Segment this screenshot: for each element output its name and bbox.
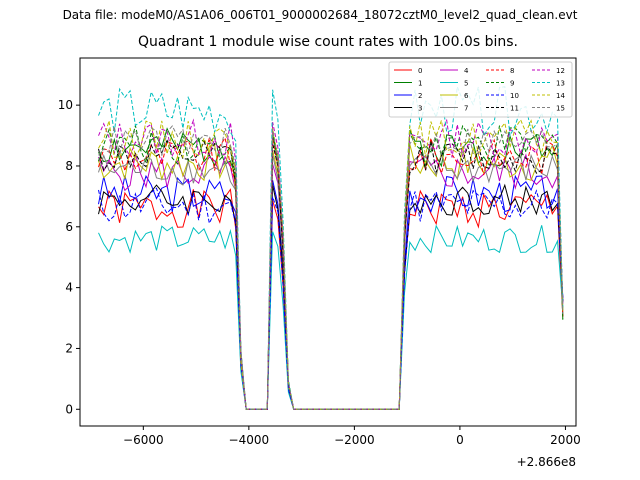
legend-label-13: 13 bbox=[556, 80, 565, 88]
legend-label-15: 15 bbox=[556, 105, 565, 113]
chart-title: Quadrant 1 module wise count rates with … bbox=[138, 34, 518, 50]
legend-label-8: 8 bbox=[510, 67, 514, 75]
x-offset-label: +2.866e8 bbox=[517, 455, 576, 469]
series-line-0 bbox=[98, 188, 564, 410]
legend-label-10: 10 bbox=[510, 92, 519, 100]
series-line-15 bbox=[98, 125, 564, 410]
x-axis: −6000 −4000 −2000 0 2000 bbox=[123, 426, 581, 447]
legend-label-6: 6 bbox=[464, 92, 469, 100]
legend-box bbox=[388, 61, 573, 118]
series-line-10 bbox=[98, 187, 564, 410]
y-tick-label: 0 bbox=[65, 402, 73, 416]
legend-label-3: 3 bbox=[418, 105, 422, 113]
series-line-3 bbox=[98, 183, 564, 410]
series-lines bbox=[98, 84, 564, 410]
legend-label-7: 7 bbox=[464, 105, 468, 113]
suptitle: Data file: modeM0/AS1A06_006T01_90000026… bbox=[62, 8, 578, 22]
legend-label-4: 4 bbox=[464, 67, 469, 75]
legend-label-9: 9 bbox=[510, 80, 514, 88]
legend-label-11: 11 bbox=[510, 105, 519, 113]
y-tick-label: 2 bbox=[65, 341, 73, 355]
legend-label-12: 12 bbox=[556, 67, 565, 75]
y-tick-label: 8 bbox=[65, 159, 73, 173]
axes-frame bbox=[79, 57, 577, 427]
x-tick-label: 0 bbox=[456, 433, 464, 447]
legend-label-0: 0 bbox=[418, 67, 422, 75]
legend-label-1: 1 bbox=[418, 80, 422, 88]
y-tick-label: 10 bbox=[58, 98, 73, 112]
y-tick-label: 6 bbox=[65, 220, 73, 234]
legend-label-2: 2 bbox=[418, 92, 422, 100]
series-line-12 bbox=[98, 118, 564, 410]
series-line-13 bbox=[98, 84, 564, 410]
series-line-2 bbox=[98, 174, 564, 410]
y-tick-label: 4 bbox=[65, 281, 73, 295]
series-line-8 bbox=[98, 136, 564, 410]
legend-label-14: 14 bbox=[556, 92, 565, 100]
series-line-14 bbox=[98, 118, 564, 410]
legend-label-5: 5 bbox=[464, 80, 468, 88]
x-tick-label: −6000 bbox=[123, 433, 164, 447]
y-axis: 0 2 4 6 8 10 bbox=[58, 98, 80, 416]
series-line-1 bbox=[98, 127, 564, 410]
x-tick-label: 2000 bbox=[550, 433, 581, 447]
series-line-11 bbox=[98, 139, 564, 410]
x-tick-label: −2000 bbox=[334, 433, 375, 447]
x-tick-label: −4000 bbox=[229, 433, 270, 447]
series-line-5 bbox=[98, 224, 564, 410]
series-line-9 bbox=[98, 124, 564, 410]
